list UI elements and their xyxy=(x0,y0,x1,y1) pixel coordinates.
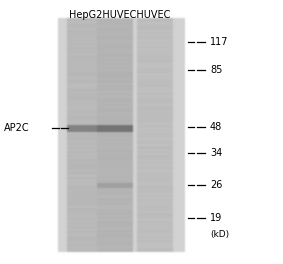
Text: 48: 48 xyxy=(210,122,222,132)
Text: 19: 19 xyxy=(210,213,222,223)
Text: 34: 34 xyxy=(210,148,222,158)
Text: 26: 26 xyxy=(210,180,222,190)
Text: HepG2HUVECHUVEC: HepG2HUVECHUVEC xyxy=(69,10,171,20)
Text: AP2C: AP2C xyxy=(4,123,30,133)
Text: (kD): (kD) xyxy=(210,229,229,238)
Text: 117: 117 xyxy=(210,37,228,47)
Text: 85: 85 xyxy=(210,65,222,75)
